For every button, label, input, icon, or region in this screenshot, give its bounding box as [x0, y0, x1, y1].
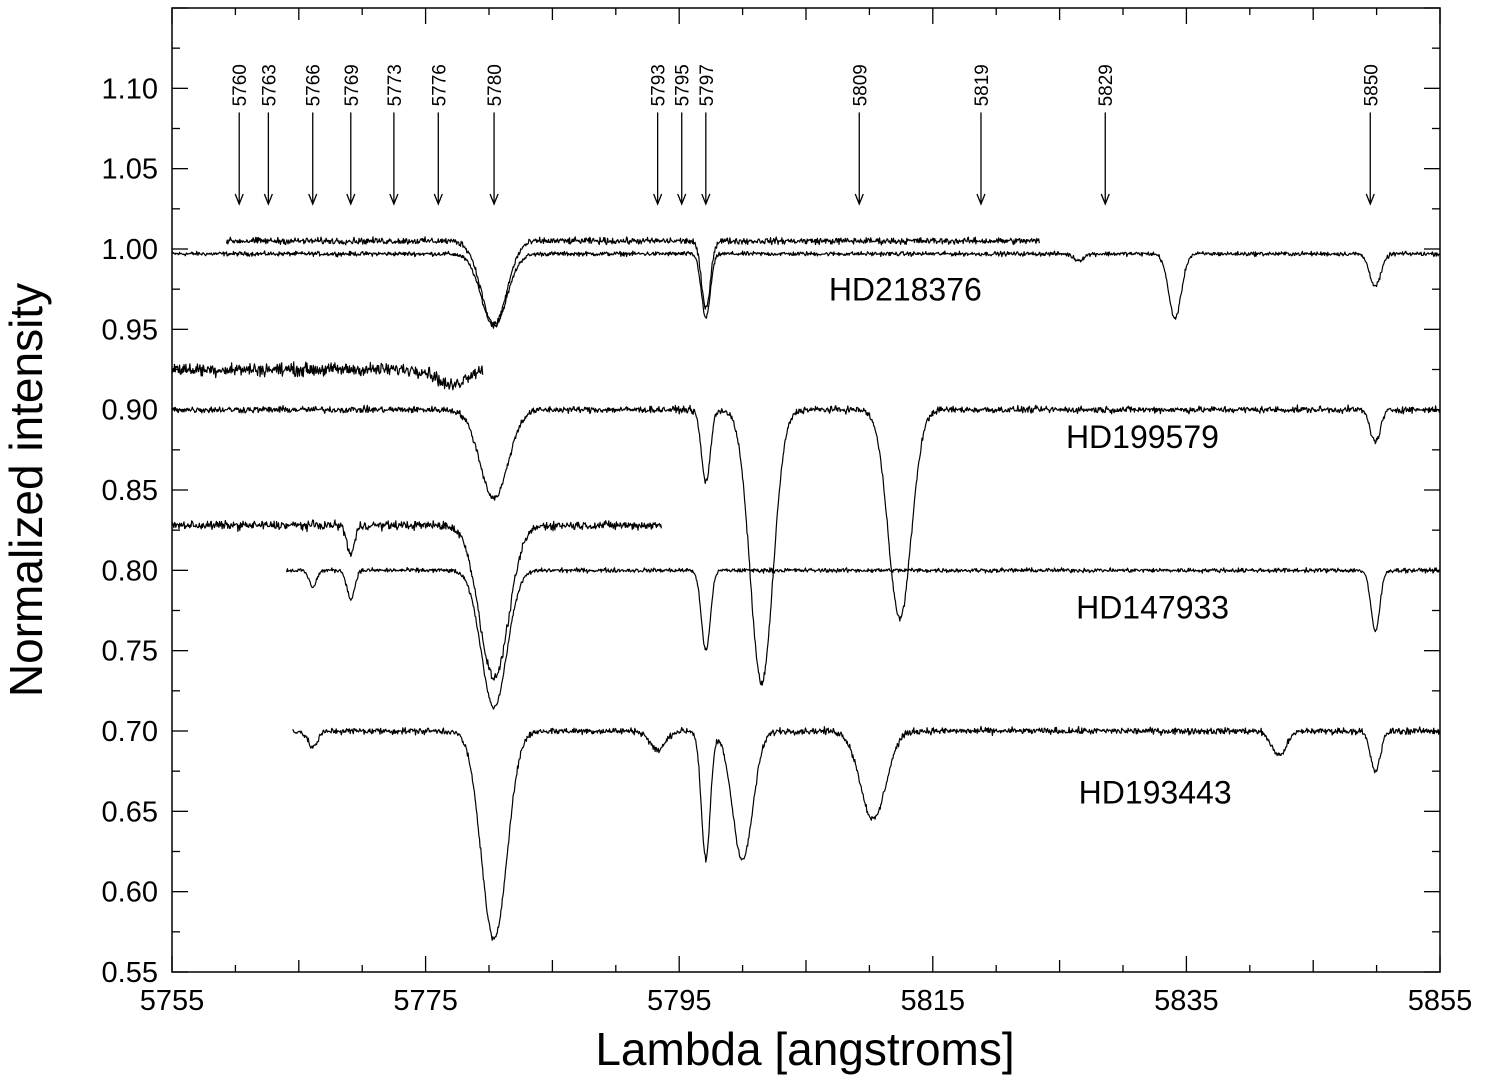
band-marker-label: 5766 — [304, 64, 325, 106]
y-tick-label: 0.65 — [102, 796, 158, 828]
band-marker-label: 5797 — [697, 64, 718, 106]
band-marker-arrow-head — [489, 193, 499, 206]
y-tick-label: 1.10 — [102, 73, 158, 105]
band-marker-5809: 5809 — [850, 64, 871, 206]
band-marker-label: 5795 — [673, 64, 694, 106]
y-tick-label: 0.75 — [102, 636, 158, 668]
series-hd147933 — [171, 519, 1441, 710]
band-marker-label: 5760 — [230, 64, 251, 106]
y-tick-label: 0.60 — [102, 877, 158, 909]
spectrum-hd218376-trace-1 — [171, 250, 1441, 329]
band-marker-label: 5769 — [342, 64, 363, 106]
y-tick-label: 0.55 — [102, 957, 158, 989]
band-marker-5819: 5819 — [972, 64, 993, 206]
band-marker-label: 5829 — [1096, 64, 1117, 106]
spectrum-hd199579-trace-1 — [171, 404, 1441, 686]
band-marker-arrow-head — [389, 193, 399, 206]
band-marker-arrow-head — [653, 193, 663, 206]
band-marker-5773: 5773 — [385, 64, 406, 206]
band-marker-arrow-head — [976, 193, 986, 206]
x-tick-label: 5795 — [647, 985, 712, 1017]
star-label-hd193443: HD193443 — [1079, 774, 1232, 810]
band-marker-arrow-head — [854, 193, 864, 206]
spectrum-hd199579-trace-2 — [171, 361, 484, 391]
star-label-hd147933: HD147933 — [1076, 590, 1229, 626]
band-marker-label: 5793 — [649, 64, 670, 106]
x-tick-label: 5835 — [1154, 985, 1219, 1017]
axis-layer: 5755 5775 5795 5815 5835 5855 0.55 0.60 0.65 0.70… — [102, 7, 1473, 1017]
band-marker-layer: 5760 5763 5766 5769 5773 5776 5780 5793 5795 5797… — [230, 64, 1382, 206]
band-marker-5795: 5795 — [673, 64, 694, 206]
band-marker-5780: 5780 — [485, 64, 506, 206]
y-tick-label: 1.05 — [102, 154, 158, 186]
x-tick-label: 5755 — [140, 985, 205, 1017]
x-tick-label: 5815 — [901, 985, 966, 1017]
band-marker-arrow-head — [308, 193, 318, 206]
band-marker-5769: 5769 — [342, 64, 363, 206]
band-marker-5760: 5760 — [230, 64, 251, 206]
band-marker-5766: 5766 — [304, 64, 325, 206]
star-label-layer: HD218376 HD199579 HD147933 HD193443 — [829, 271, 1232, 810]
x-tick-label: 5855 — [1408, 985, 1473, 1017]
band-marker-arrow-head — [263, 193, 273, 206]
y-tick-label: 0.95 — [102, 314, 158, 346]
y-tick-label: 1.00 — [102, 234, 158, 266]
band-marker-label: 5850 — [1361, 64, 1382, 106]
series-layer — [171, 236, 1441, 941]
band-marker-5850: 5850 — [1361, 64, 1382, 206]
band-marker-arrow-head — [701, 193, 711, 206]
spectrum-hd147933-trace-2 — [171, 519, 662, 681]
band-marker-arrow-head — [677, 193, 687, 206]
band-marker-label: 5809 — [850, 64, 871, 106]
band-marker-label: 5776 — [429, 64, 450, 106]
band-marker-5829: 5829 — [1096, 64, 1117, 206]
band-marker-5793: 5793 — [649, 64, 670, 206]
band-marker-5763: 5763 — [259, 64, 280, 206]
y-tick-label: 0.70 — [102, 716, 158, 748]
x-tick-label: 5775 — [393, 985, 458, 1017]
band-marker-5776: 5776 — [429, 64, 450, 206]
band-marker-5797: 5797 — [697, 64, 718, 206]
band-marker-label: 5780 — [485, 64, 506, 106]
band-marker-label: 5819 — [972, 64, 993, 106]
band-marker-arrow-head — [1100, 193, 1110, 206]
band-marker-arrow-head — [433, 193, 443, 206]
y-axis-title: Normalized intensity — [0, 283, 52, 697]
y-tick-label: 0.85 — [102, 475, 158, 507]
band-marker-label: 5763 — [259, 64, 280, 106]
x-axis-title: Lambda [angstroms] — [595, 1023, 1014, 1075]
band-marker-arrow-head — [234, 193, 244, 206]
y-tick-label: 0.90 — [102, 395, 158, 427]
star-label-hd199579: HD199579 — [1066, 419, 1219, 455]
series-hd193443 — [292, 725, 1441, 941]
band-marker-arrow-head — [1365, 193, 1375, 206]
y-tick-label: 0.80 — [102, 555, 158, 587]
star-label-hd218376: HD218376 — [829, 271, 982, 307]
band-marker-arrow-head — [346, 193, 356, 206]
series-hd218376 — [171, 236, 1441, 329]
series-hd199579 — [171, 361, 1441, 686]
band-marker-label: 5773 — [385, 64, 406, 106]
spectrum-hd193443-trace-1 — [292, 725, 1441, 941]
spectrum-hd218376-trace-2 — [225, 236, 1040, 326]
spectrum-hd147933-trace-1 — [286, 566, 1441, 710]
